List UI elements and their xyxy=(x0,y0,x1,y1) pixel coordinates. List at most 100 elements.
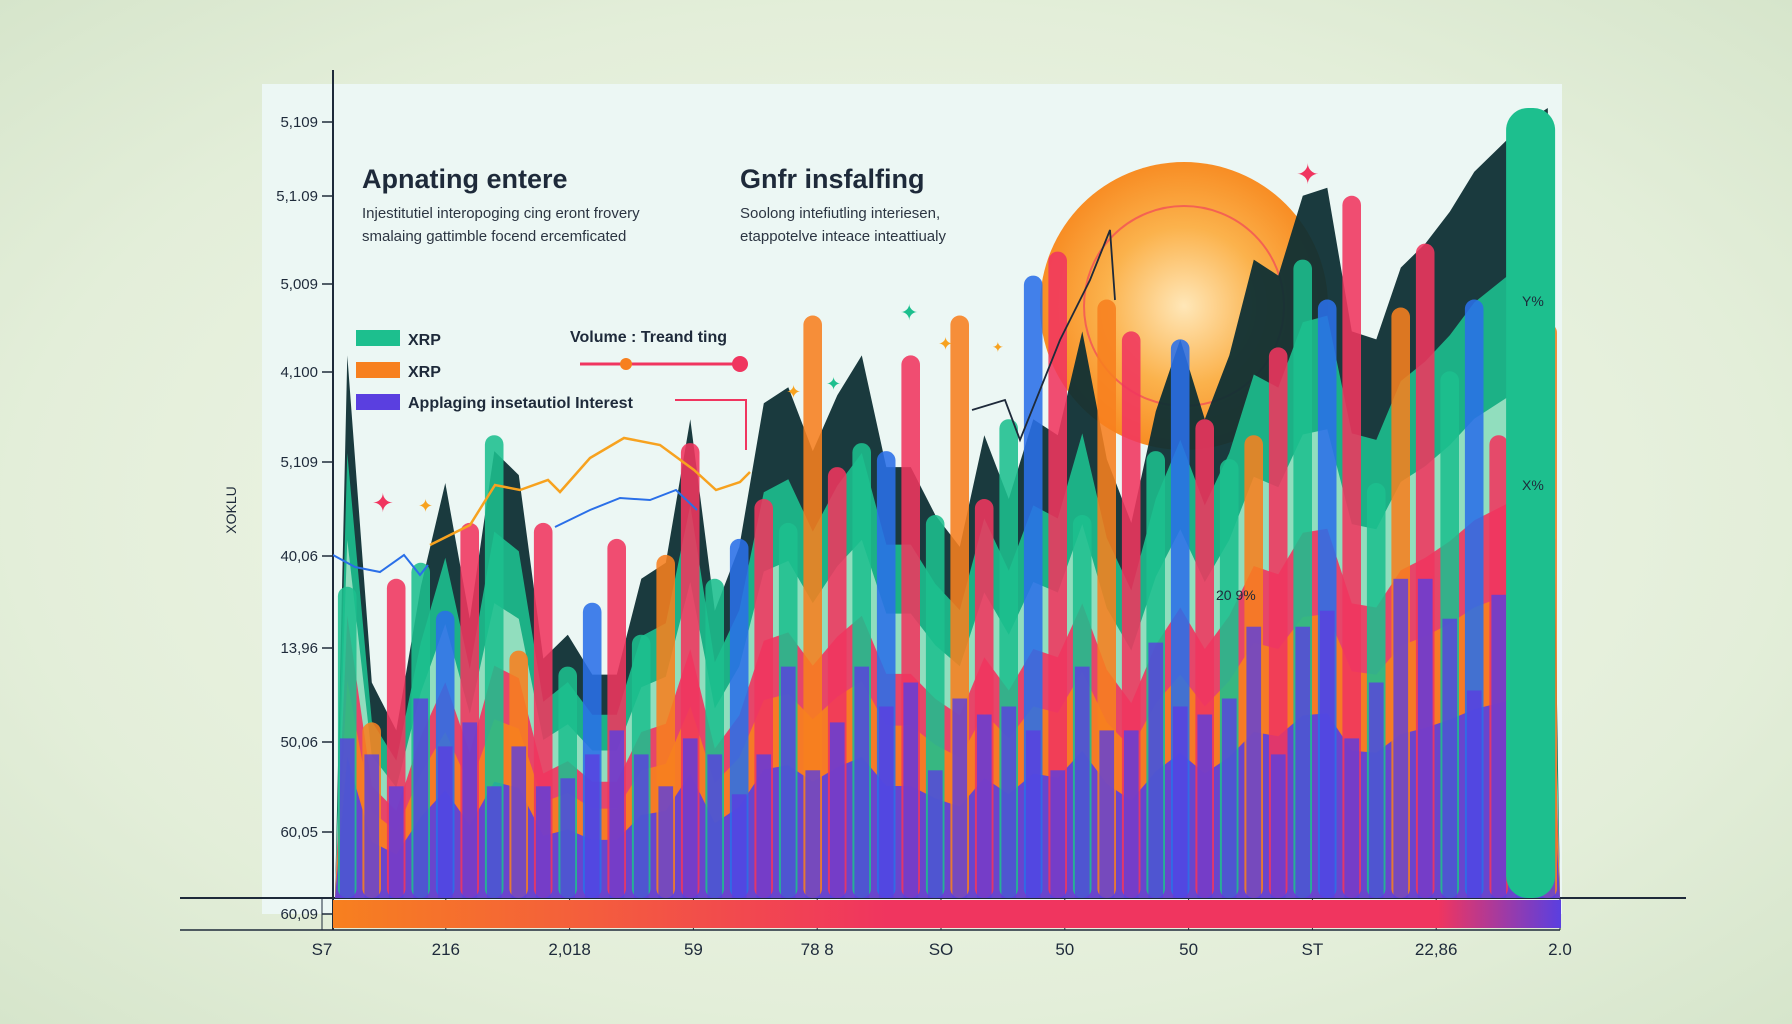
x-tick-label: ST xyxy=(1302,940,1324,959)
bar-series3-15 xyxy=(682,738,698,898)
bar-series3-9 xyxy=(535,786,551,898)
bar-series3-6 xyxy=(462,722,478,898)
bar-series3-29 xyxy=(1025,730,1041,898)
subtitle-right-line-1: Soolong intefiutling interiesen, xyxy=(740,205,940,222)
bar-series3-10 xyxy=(560,778,576,898)
bar-series3-13 xyxy=(633,754,649,898)
sparkle-icon-2: ✦ xyxy=(418,496,433,516)
bar-series3-21 xyxy=(829,722,845,898)
y-tick-label: 4,100 xyxy=(280,364,318,381)
base-band xyxy=(333,900,1561,928)
bar-series3-39 xyxy=(1270,754,1286,898)
legend-label-interest: Applaging insetautiol Interest xyxy=(408,395,634,412)
trend-line-orange xyxy=(429,436,751,547)
y-tick-label: 5,109 xyxy=(280,454,318,471)
bar-series3-32 xyxy=(1099,730,1115,898)
legend-swatch-xrp-orange xyxy=(356,362,400,378)
x-tick-label: SO xyxy=(929,940,954,959)
title-left: Apnating entere xyxy=(362,164,568,194)
sparkle-icon-8: ✦ xyxy=(992,339,1004,355)
bar-series3-31 xyxy=(1074,666,1090,898)
bar-series3-30 xyxy=(1050,770,1066,898)
bar-series3-47 xyxy=(1466,690,1482,898)
y-tick-label: 60,05 xyxy=(280,824,318,841)
volume-trend-marker-1 xyxy=(620,358,632,370)
legend-swatch-interest xyxy=(356,394,400,410)
x-tick-label: 2.0 xyxy=(1548,940,1572,959)
legend-label-xrp-orange: XRP xyxy=(408,364,441,381)
bar-series3-34 xyxy=(1148,642,1164,898)
bar-series2-30 xyxy=(1048,251,1067,899)
bar-series3-40 xyxy=(1295,626,1311,898)
highlight-bar xyxy=(1506,108,1556,898)
bar-series3-19 xyxy=(780,666,796,898)
y-tick-label: 5,1.09 xyxy=(276,188,318,205)
x-tick-label: 22,86 xyxy=(1415,940,1458,959)
bar-series3-25 xyxy=(927,770,943,898)
bar-series3-41 xyxy=(1319,610,1335,898)
subtitle-left-line-2: smalaing gattimble focend ercemficated xyxy=(362,228,626,245)
bar-series3-14 xyxy=(658,786,674,898)
trend-line-blue-2 xyxy=(554,488,698,528)
x-tick-label: S7 xyxy=(312,940,333,959)
bar-series3-38 xyxy=(1246,626,1262,898)
bar-series3-45 xyxy=(1417,578,1433,898)
bar-series2-7 xyxy=(484,435,504,898)
bar-series3-20 xyxy=(805,770,821,898)
bar-series3-11 xyxy=(584,754,600,898)
bar-series3-42 xyxy=(1344,738,1360,898)
bar-series3-33 xyxy=(1123,730,1139,898)
x-tick-label: 50 xyxy=(1179,940,1198,959)
bars-group xyxy=(337,108,1557,899)
bar-series3-18 xyxy=(756,754,772,898)
trend-line-dark xyxy=(971,229,1116,443)
bar-series3-23 xyxy=(878,706,894,898)
bar-series3-3 xyxy=(388,786,404,898)
bar-series3-37 xyxy=(1221,698,1237,898)
y-tick-label: 40,06 xyxy=(280,548,318,565)
bar-series3-16 xyxy=(707,754,723,898)
sparkle-icon-4: ✦ xyxy=(900,300,918,325)
x-tick-label: 216 xyxy=(432,940,460,959)
sparkle-icon-5: ✦ xyxy=(938,334,953,354)
subtitle-right-line-2: etappotelve inteace inteattiualy xyxy=(740,228,946,245)
bar-series3-24 xyxy=(903,682,919,898)
bar-series3-4 xyxy=(413,698,429,898)
x-tick-label: 59 xyxy=(684,940,703,959)
annotation-mid-percent: 20 9% xyxy=(1216,587,1256,603)
legend-swatch-xrp-green xyxy=(356,330,400,346)
x-tick-label: 2,018 xyxy=(548,940,591,959)
y-tick-label: 5,009 xyxy=(280,276,318,293)
y-axis-title: XOKLU xyxy=(223,486,239,533)
bar-series3-28 xyxy=(1001,706,1017,898)
bar-series2-20 xyxy=(803,315,822,898)
bar-series2-42 xyxy=(1342,195,1361,899)
subtitle-left-line-1: Injestitutiel interopoging cing eront fr… xyxy=(362,205,640,222)
sparkle-icon-6: ✦ xyxy=(786,382,801,402)
bar-series3-48 xyxy=(1491,594,1507,898)
annotation-y-percent: Y% xyxy=(1522,293,1544,309)
sparkle-icon-1: ✦ xyxy=(372,488,394,518)
callout-bracket xyxy=(675,399,747,450)
y-tick-label: 50,06 xyxy=(280,734,318,751)
bar-series3-43 xyxy=(1368,682,1384,898)
y-tick-label: 5,109 xyxy=(280,114,318,131)
volume-trend-label: Volume : Treand ting xyxy=(570,329,727,346)
bar-series3-17 xyxy=(731,794,747,898)
bar-series3-5 xyxy=(437,746,453,898)
volume-trend-marker-2 xyxy=(732,356,748,372)
trend-line-blue-1 xyxy=(332,553,429,577)
y-tick-label: 13,96 xyxy=(280,640,318,657)
x-tick-label: 50 xyxy=(1055,940,1074,959)
y-tick-label: 60,09 xyxy=(280,906,318,923)
annotation-x-percent: X% xyxy=(1522,477,1544,493)
bar-series3-44 xyxy=(1393,578,1409,898)
bar-series3-27 xyxy=(976,714,992,898)
bar-series3-12 xyxy=(609,730,625,898)
sparkle-icon-7: ✦ xyxy=(826,374,841,394)
y-ticks: 5,109 5,1.09 5,009 4,100 5,109 40,06 13,96 50,0… xyxy=(276,114,333,923)
bar-series3-2 xyxy=(364,754,380,898)
bar-series3-1 xyxy=(339,738,355,898)
bar-series3-36 xyxy=(1197,714,1213,898)
